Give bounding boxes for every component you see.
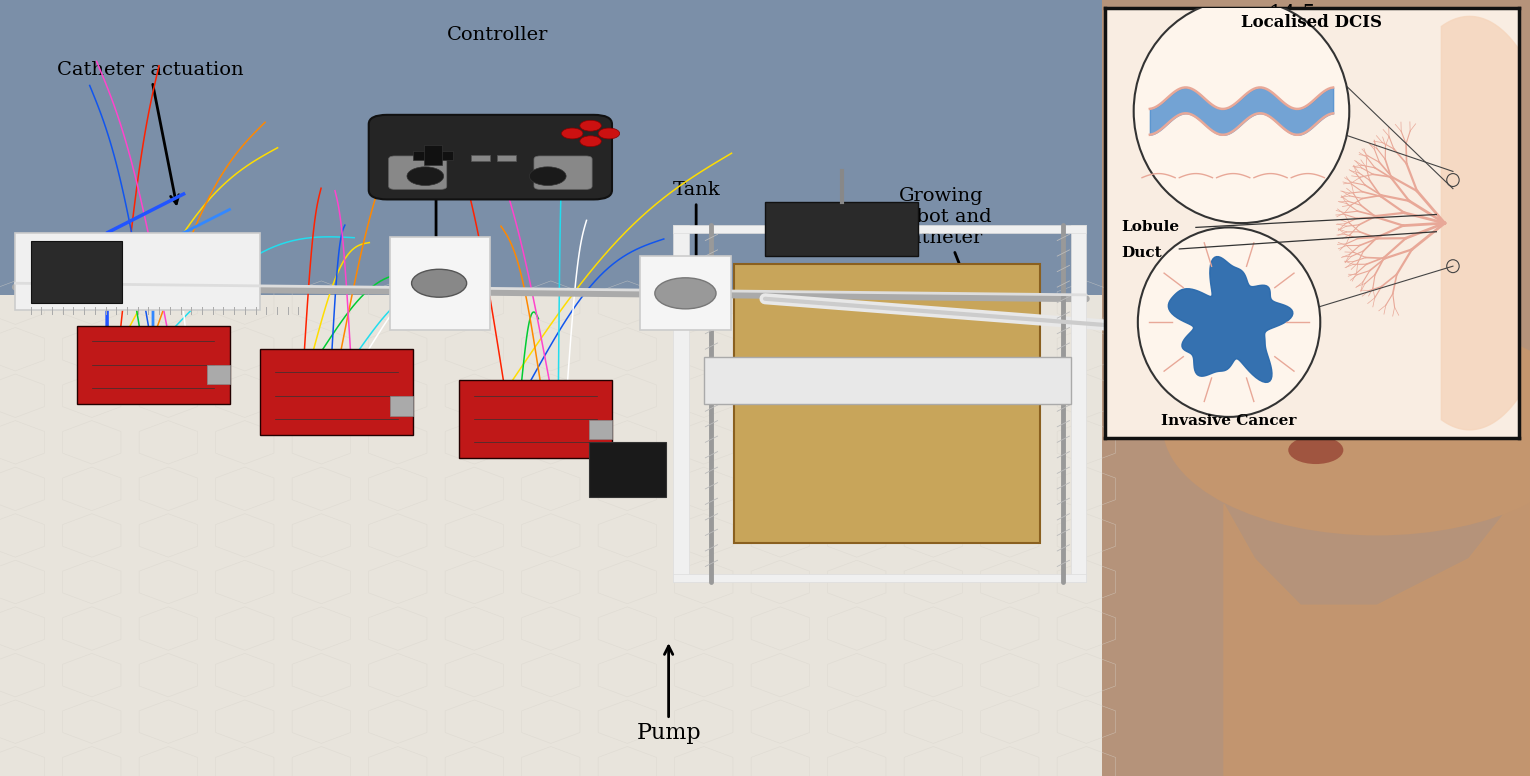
Bar: [76, 326, 230, 404]
Bar: [1071, 225, 1086, 582]
Text: Lobule: Lobule: [1121, 220, 1180, 234]
Text: Tank: Tank: [672, 181, 721, 285]
Bar: [497, 155, 516, 161]
Circle shape: [407, 167, 444, 185]
Text: 14.5 cm: 14.5 cm: [1268, 5, 1354, 23]
Polygon shape: [1441, 16, 1519, 430]
Circle shape: [1163, 318, 1530, 535]
Circle shape: [598, 128, 620, 139]
Bar: [673, 225, 689, 582]
Polygon shape: [0, 0, 1117, 372]
Bar: [15, 233, 260, 310]
Bar: [424, 145, 442, 165]
FancyBboxPatch shape: [369, 115, 612, 199]
Circle shape: [529, 167, 566, 185]
Text: Pump: Pump: [636, 646, 701, 744]
Bar: [31, 241, 122, 303]
Text: Duct: Duct: [1121, 246, 1161, 260]
FancyBboxPatch shape: [389, 156, 447, 189]
Text: Channel: Channel: [395, 169, 477, 289]
Bar: [459, 380, 612, 458]
Bar: [390, 397, 413, 416]
Bar: [589, 420, 612, 439]
Bar: [589, 442, 666, 497]
Circle shape: [1288, 436, 1343, 464]
Text: Invasive Cancer: Invasive Cancer: [1161, 414, 1297, 428]
Text: Localised DCIS: Localised DCIS: [1241, 14, 1383, 31]
Text: Growing
Robot and
catheter: Growing Robot and catheter: [890, 188, 991, 309]
Bar: [640, 256, 731, 330]
Circle shape: [1134, 0, 1349, 223]
Bar: [207, 365, 230, 384]
Circle shape: [412, 269, 467, 297]
Circle shape: [580, 136, 601, 147]
Polygon shape: [0, 295, 1117, 776]
Polygon shape: [1169, 257, 1293, 383]
Bar: [765, 202, 918, 256]
Circle shape: [562, 128, 583, 139]
Circle shape: [580, 120, 601, 131]
Bar: [673, 574, 1086, 582]
Bar: [734, 264, 1040, 543]
Bar: [471, 155, 490, 161]
Bar: [260, 349, 413, 435]
Circle shape: [655, 278, 716, 309]
Circle shape: [1138, 227, 1320, 417]
Bar: [390, 237, 490, 330]
Bar: [673, 225, 1086, 233]
FancyBboxPatch shape: [534, 156, 592, 189]
Text: Catheter actuation: Catheter actuation: [57, 61, 243, 204]
Bar: [704, 357, 1071, 404]
Polygon shape: [1224, 481, 1530, 776]
Text: Controller: Controller: [447, 26, 548, 44]
Bar: [413, 151, 453, 160]
Polygon shape: [1102, 0, 1530, 776]
